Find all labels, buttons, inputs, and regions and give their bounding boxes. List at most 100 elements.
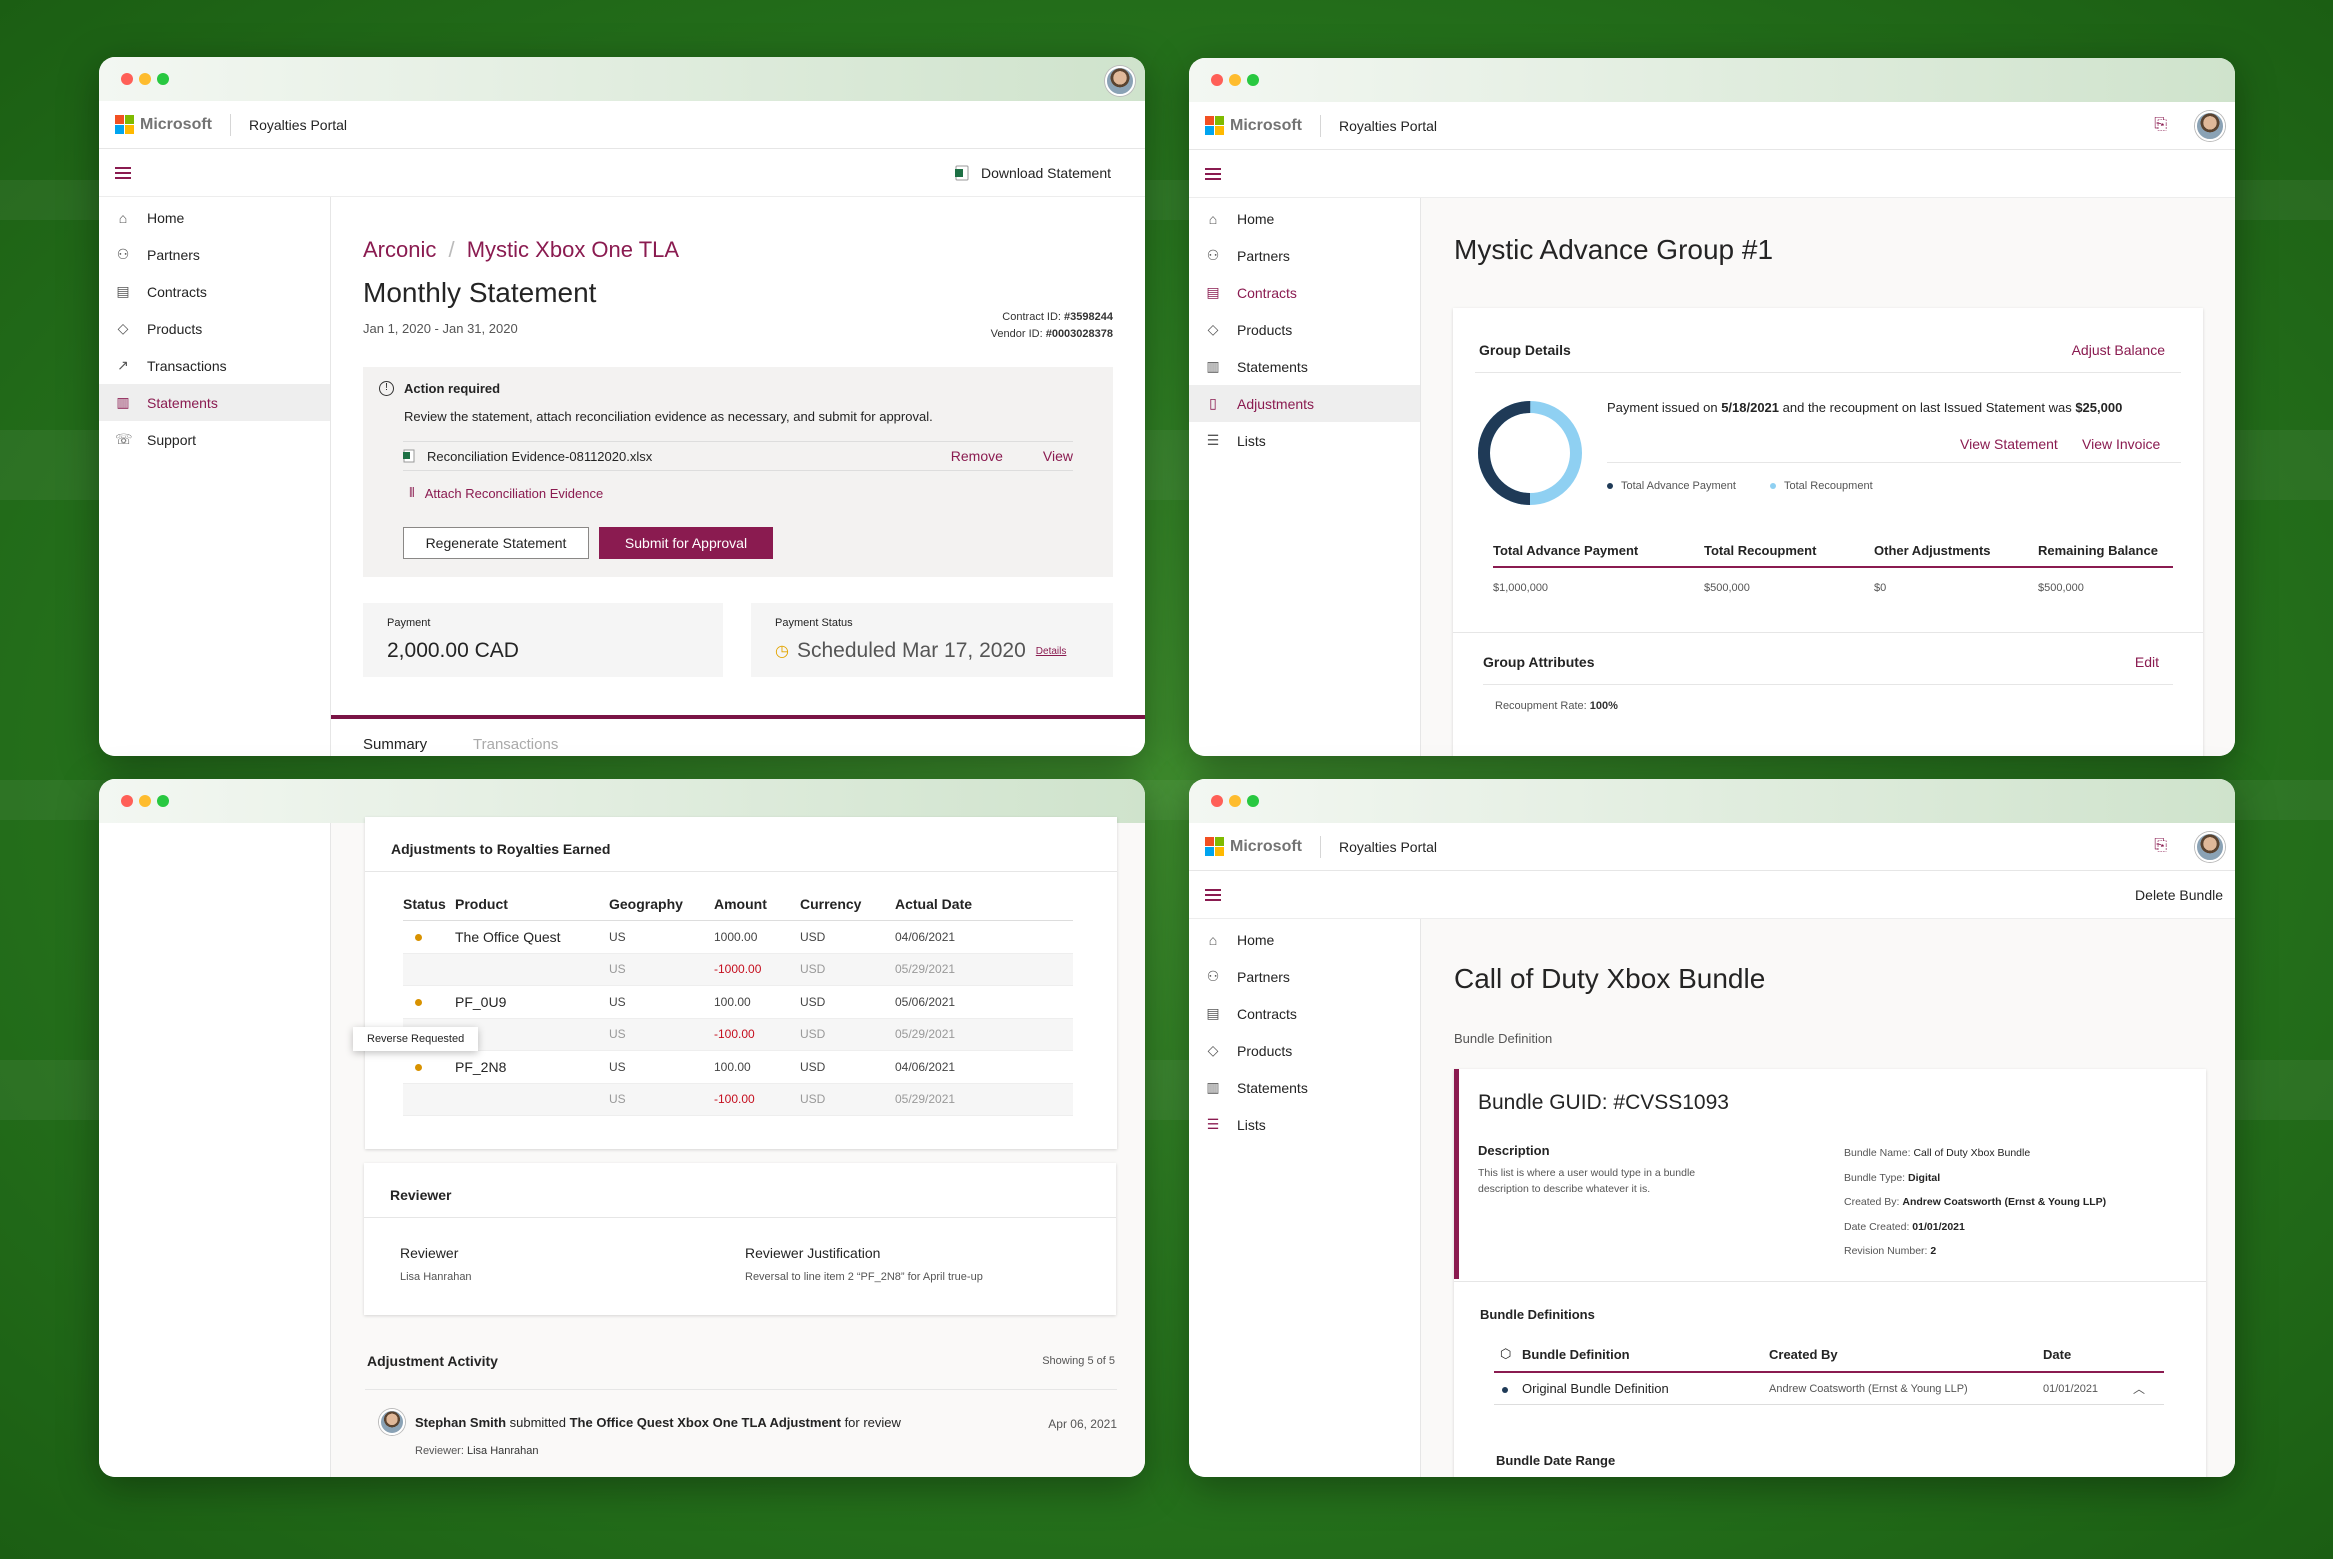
feedback-icon[interactable]: ⎘ (2154, 837, 2167, 854)
chevron-up-icon[interactable]: ︿ (2133, 1382, 2146, 1396)
sidebar-item-adjustments[interactable]: ▯ Adjustments (1189, 385, 1420, 422)
avatar[interactable] (2195, 111, 2225, 141)
minimize-window-icon[interactable] (139, 795, 151, 807)
cell-cur: USD (800, 1027, 826, 1042)
maximize-window-icon[interactable] (157, 795, 169, 807)
table-row[interactable]: The Office Quest US 1000.00 USD 04/06/2021 (403, 921, 1073, 954)
page-title: Monthly Statement (363, 277, 597, 308)
sidebar-item-support[interactable]: ☏ Support (115, 431, 197, 448)
table-row[interactable]: US -100.00 USD 05/29/2021 (403, 1018, 1073, 1051)
minimize-window-icon[interactable] (139, 73, 151, 85)
sidebar-item-statements[interactable]: ▥ Statements (99, 384, 330, 421)
sidebar-item-lists[interactable]: ☰ Lists (1206, 432, 1266, 449)
edit-attributes-link[interactable]: Edit (2134, 654, 2159, 670)
hamburger-menu-icon[interactable] (115, 166, 131, 179)
sidebar-item-home[interactable]: ⌂ Home (1189, 200, 1420, 237)
tab-transactions[interactable]: Transactions (473, 736, 559, 753)
breadcrumb-partner[interactable]: Arconic (363, 237, 437, 262)
view-file-link[interactable]: View (1042, 448, 1073, 464)
legend-dot (1607, 483, 1613, 489)
minimize-window-icon[interactable] (1229, 795, 1241, 807)
sidebar-item-partners[interactable]: ⚇ Partners (1206, 247, 1290, 264)
avatar[interactable] (2195, 832, 2225, 862)
adjust-balance-link[interactable]: Adjust Balance (2071, 342, 2165, 358)
sidebar-item-contracts[interactable]: ▤ Contracts (116, 283, 207, 300)
excel-file-icon (955, 165, 969, 180)
table-row[interactable]: PF_2N8 US 100.00 USD 04/06/2021 (403, 1051, 1073, 1084)
close-window-icon[interactable] (121, 73, 133, 85)
sidebar-item-partners[interactable]: ⚇ Partners (1206, 968, 1290, 985)
sidebar (99, 823, 331, 1477)
breadcrumb-contract[interactable]: Mystic Xbox One TLA (466, 237, 680, 262)
remove-file-link[interactable]: Remove (950, 448, 1003, 464)
sidebar-item-contracts[interactable]: ▤ Contracts (1206, 284, 1297, 301)
window-chrome (1189, 58, 2235, 102)
activity-item-link[interactable]: The Office Quest Xbox One TLA Adjustment (569, 1415, 841, 1430)
close-window-icon[interactable] (121, 795, 133, 807)
chart-legend: Total Advance Payment Total Recoupment (1607, 480, 1873, 492)
maximize-window-icon[interactable] (1247, 795, 1259, 807)
maximize-window-icon[interactable] (1247, 74, 1259, 86)
hamburger-menu-icon[interactable] (1205, 888, 1221, 901)
adjustments-rows: The Office Quest US 1000.00 USD 04/06/2021 US… (403, 921, 1073, 1116)
app-header: Microsoft Royalties Portal ⎘ (1189, 102, 2235, 150)
view-statement-link[interactable]: View Statement (1960, 436, 2058, 452)
status-dot (415, 1063, 422, 1071)
minimize-window-icon[interactable] (1229, 74, 1241, 86)
status-dot (415, 933, 422, 941)
table-row[interactable]: PF_0U9 US 100.00 USD 05/06/2021 (403, 986, 1073, 1019)
tab-summary[interactable]: Summary (363, 736, 428, 753)
microsoft-logo-icon (1205, 116, 1224, 135)
sidebar-item-transactions[interactable]: ↗ Transactions (99, 347, 330, 384)
table-row[interactable]: US -1000.00 USD 05/29/2021 (403, 953, 1073, 986)
statements-icon: ▥ (116, 394, 130, 410)
sidebar-item-home[interactable]: ⌂ Home (99, 199, 330, 236)
close-window-icon[interactable] (1211, 795, 1223, 807)
excel-file-icon (403, 449, 415, 463)
close-window-icon[interactable] (1211, 74, 1223, 86)
status-cell (403, 1060, 455, 1074)
sidebar-item-home[interactable]: ⌂ Home (1189, 921, 1420, 958)
view-invoice-link[interactable]: View Invoice (2082, 436, 2161, 452)
sidebar-item-statements[interactable]: ▥ Statements (1206, 1079, 1308, 1096)
table-row[interactable]: Original Bundle Definition Andrew Coatsw… (1494, 1373, 2164, 1405)
bundle-guid: Bundle GUID: #CVSS1093 (1478, 1091, 1729, 1114)
sidebar-item-products[interactable]: ◇ Products (1189, 1032, 1420, 1069)
attach-evidence-link[interactable]: ⦀ Attach Reconciliation Evidence (409, 485, 604, 501)
cell-cur: USD (800, 994, 826, 1009)
sidebar-item-products[interactable]: ◇ Products (99, 310, 330, 347)
sidebar-item-partners[interactable]: ⚇ Partners (116, 246, 200, 263)
sidebar-item-products[interactable]: ◇ Products (1189, 311, 1420, 348)
regenerate-statement-button[interactable]: Regenerate Statement (403, 527, 589, 559)
cell-date: 04/06/2021 (895, 1059, 956, 1074)
table-row[interactable]: US -100.00 USD 05/29/2021 (403, 1083, 1073, 1116)
bundle-meta: Bundle Name: Call of Duty Xbox Bundle Bu… (1844, 1147, 2107, 1257)
payment-card: Payment 2,000.00 CAD (363, 603, 723, 677)
feedback-icon[interactable]: ⎘ (2154, 116, 2167, 133)
app-header: Microsoft Royalties Portal ⎘ (1189, 823, 2235, 871)
avatar[interactable] (1105, 66, 1135, 96)
submit-for-approval-button[interactable]: Submit for Approval (599, 527, 773, 559)
cell-geo: US (609, 994, 626, 1009)
window-chrome (99, 57, 1145, 101)
status-cell (403, 995, 455, 1009)
download-statement-button[interactable]: Download Statement (955, 165, 1111, 181)
main-content: Call of Duty Xbox Bundle Bundle Definiti… (1421, 919, 2235, 1477)
maximize-window-icon[interactable] (157, 73, 169, 85)
support-icon: ☏ (115, 431, 133, 447)
cell-amount: 100.00 (714, 994, 751, 1009)
sidebar-item-contracts[interactable]: ▤ Contracts (1206, 1005, 1297, 1022)
adjustments-card: Adjustments to Royalties Earned Status Pr… (353, 817, 1117, 1149)
app-header: Microsoft Royalties Portal (99, 66, 1145, 149)
sidebar: ⌂ Home ⚇ Partners ▤ Contracts ◇ Products ▥ St… (1189, 198, 1421, 756)
adjustments-icon: ▯ (1209, 395, 1217, 411)
details-link[interactable]: Details (1035, 645, 1067, 657)
sidebar-item-statements[interactable]: ▥ Statements (1206, 358, 1308, 375)
bundle-card: Bundle GUID: #CVSS1093 Description This … (1454, 1069, 2206, 1477)
sidebar-item-lists[interactable]: ☰ Lists (1206, 1116, 1266, 1133)
window-chrome (99, 779, 1145, 823)
delete-bundle-button[interactable]: Delete Bundle (2135, 886, 2223, 903)
cell-date: 05/29/2021 (895, 962, 956, 977)
activity-user[interactable]: Stephan Smith (415, 1415, 507, 1430)
hamburger-menu-icon[interactable] (1205, 167, 1221, 180)
